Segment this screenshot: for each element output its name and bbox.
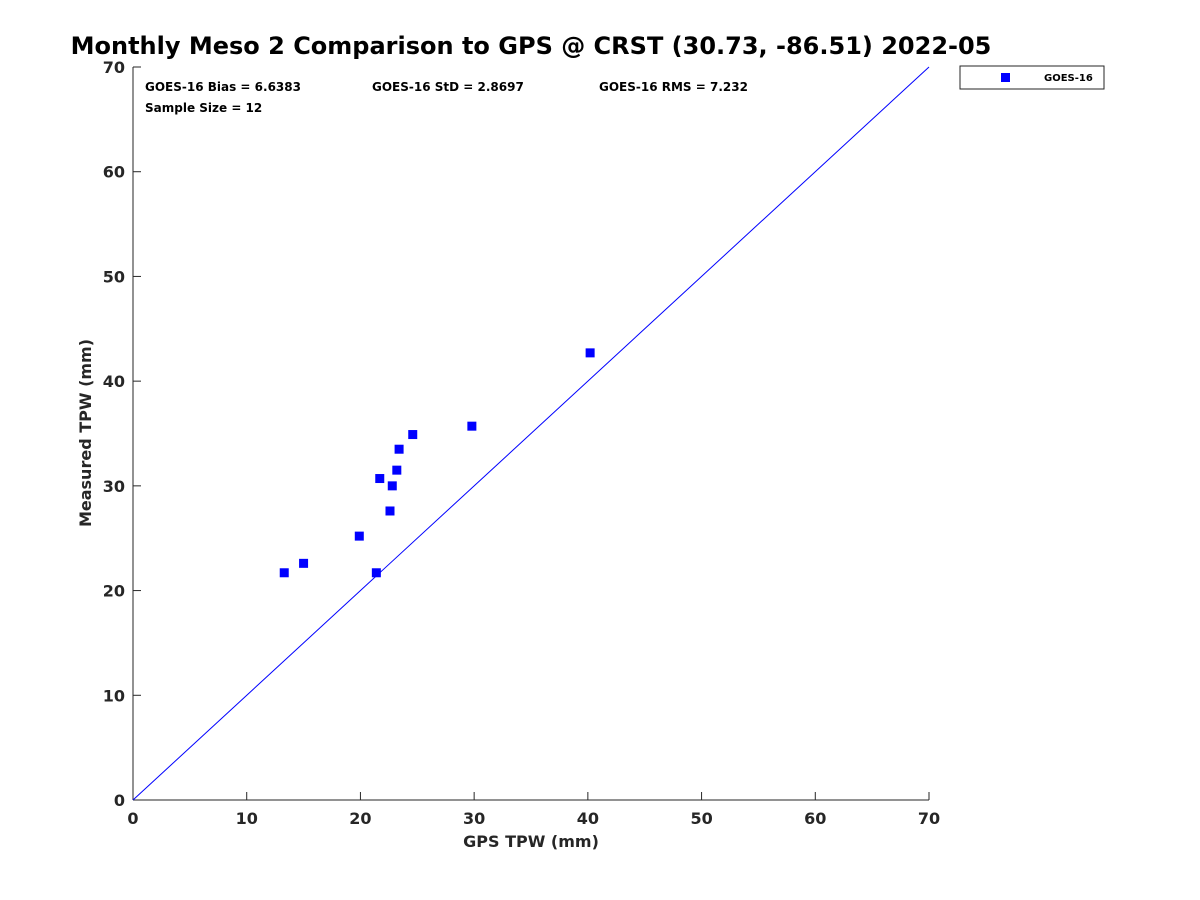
y-axis-ticks: 0 10 20 30 40 50 60 70 xyxy=(103,58,141,810)
x-tick-label: 10 xyxy=(236,809,258,828)
data-point xyxy=(371,568,381,578)
data-point xyxy=(385,506,395,516)
legend-label-goes16: GOES-16 xyxy=(1044,73,1093,84)
data-point xyxy=(299,558,309,568)
data-point xyxy=(279,568,289,578)
y-axis-label: Measured TPW (mm) xyxy=(76,339,95,527)
data-point xyxy=(467,421,477,431)
legend: GOES-16 xyxy=(959,65,1105,90)
y-tick-label: 50 xyxy=(103,267,125,286)
data-point xyxy=(387,481,397,491)
data-point xyxy=(408,430,418,440)
rms-annotation: GOES-16 RMS = 7.232 xyxy=(599,80,748,94)
x-tick-label: 50 xyxy=(690,809,712,828)
data-point xyxy=(354,531,364,541)
y-tick-label: 60 xyxy=(103,163,125,182)
y-tick-label: 20 xyxy=(103,582,125,601)
data-point xyxy=(394,444,404,454)
x-axis-label: GPS TPW (mm) xyxy=(463,832,599,851)
y-tick-label: 30 xyxy=(103,477,125,496)
x-tick-label: 30 xyxy=(463,809,485,828)
y-tick-label: 40 xyxy=(103,372,125,391)
bias-annotation: GOES-16 Bias = 6.6383 xyxy=(145,80,301,94)
y-tick-label: 10 xyxy=(103,686,125,705)
x-tick-label: 70 xyxy=(918,809,940,828)
y-tick-label: 0 xyxy=(114,791,125,810)
y-tick-label: 70 xyxy=(103,58,125,77)
x-tick-label: 0 xyxy=(127,809,138,828)
sample-size-annotation: Sample Size = 12 xyxy=(145,101,262,115)
x-tick-label: 20 xyxy=(349,809,371,828)
x-tick-label: 40 xyxy=(577,809,599,828)
data-point xyxy=(392,465,402,475)
scatter-points-goes16 xyxy=(279,348,595,578)
data-point xyxy=(375,474,385,484)
std-annotation: GOES-16 StD = 2.8697 xyxy=(372,80,524,94)
legend-marker-goes16 xyxy=(1001,73,1010,82)
x-axis-ticks: 0 10 20 30 40 50 60 70 xyxy=(127,792,940,828)
legend-box xyxy=(959,65,1105,90)
chart-title: Monthly Meso 2 Comparison to GPS @ CRST … xyxy=(71,32,992,60)
data-point xyxy=(585,348,595,358)
one-to-one-reference-line xyxy=(132,66,930,801)
x-tick-label: 60 xyxy=(804,809,826,828)
